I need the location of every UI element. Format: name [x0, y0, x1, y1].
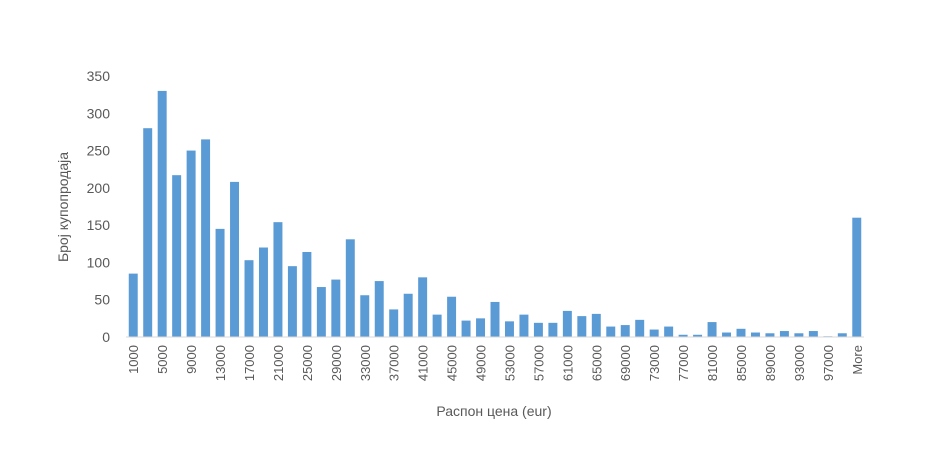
x-tick-label: 1000	[126, 345, 141, 374]
bar-77000	[678, 334, 688, 337]
x-tick-label: 5000	[155, 345, 170, 374]
x-tick-label: 93000	[792, 345, 807, 381]
bar-39000	[403, 293, 413, 337]
bars	[128, 90, 862, 338]
bar-67000	[606, 326, 616, 337]
x-tick-label: 45000	[445, 345, 460, 381]
y-tick-label: 150	[87, 217, 111, 233]
x-axis: 1000 5000 9000 13000 17000 21000 25000 29000 330…	[126, 345, 865, 381]
x-tick-label: 73000	[647, 345, 662, 381]
y-tick-label: 350	[87, 68, 111, 84]
y-tick-label: 50	[94, 292, 110, 308]
bar-85000	[736, 328, 746, 337]
x-tick-label: 81000	[705, 345, 720, 381]
bar-47000	[461, 320, 471, 337]
y-tick-label: 250	[87, 143, 111, 159]
bar-93000	[794, 333, 804, 337]
y-tick-label: 100	[87, 254, 111, 270]
x-tick-label: 97000	[821, 345, 836, 381]
x-tick-label: 17000	[242, 345, 257, 381]
bar-31000	[345, 239, 355, 337]
x-tick-label: 41000	[416, 345, 431, 381]
bar-15000	[230, 181, 240, 337]
bar-37000	[389, 309, 399, 337]
bar-79000	[693, 334, 703, 337]
bar-89000	[765, 333, 775, 337]
bar-43000	[432, 314, 442, 337]
bar-73000	[649, 329, 659, 337]
bar-55000	[519, 314, 529, 337]
bar-57000	[533, 322, 543, 337]
x-tick-label: 37000	[387, 345, 402, 381]
x-tick-label: 21000	[271, 345, 286, 381]
bar-7000	[172, 175, 182, 337]
bar-41000	[418, 277, 428, 337]
bar-35000	[374, 281, 384, 337]
bar-11000	[201, 139, 211, 337]
bar-49000	[476, 318, 486, 337]
x-tick-label: 29000	[329, 345, 344, 381]
bar-95000	[808, 331, 818, 337]
x-tick-label: 33000	[358, 345, 373, 381]
bar-1000	[128, 273, 138, 337]
x-tick-label: 13000	[213, 345, 228, 381]
bar-33000	[360, 295, 370, 337]
bar-5000	[157, 90, 167, 338]
bar-61000	[562, 310, 572, 337]
bar-23000	[287, 266, 297, 337]
bar-83000	[722, 332, 732, 337]
bar-19000	[258, 247, 268, 337]
bar-3000	[143, 128, 153, 337]
bar-25000	[302, 251, 312, 337]
bar-59000	[548, 322, 558, 337]
bar-13000	[215, 228, 225, 337]
x-tick-label: 9000	[184, 345, 199, 374]
bar-63000	[577, 316, 587, 337]
x-tick-label: 53000	[502, 345, 517, 381]
x-tick-label: 25000	[300, 345, 315, 381]
x-tick-label: 61000	[560, 345, 575, 381]
y-axis-title: Број купопродаја	[55, 152, 71, 262]
bar-45000	[447, 296, 457, 337]
x-tick-label: 89000	[763, 345, 778, 381]
y-tick-label: 200	[87, 180, 111, 196]
bar-17000	[244, 260, 254, 337]
bar-65000	[591, 313, 601, 337]
y-tick-label: 0	[102, 329, 110, 345]
bar-99000	[837, 333, 847, 337]
bar-81000	[707, 322, 717, 337]
bar-27000	[316, 287, 326, 337]
bar-51000	[490, 301, 500, 337]
bar-53000	[504, 321, 514, 337]
bar-21000	[273, 222, 283, 337]
x-tick-label: 49000	[474, 345, 489, 381]
bar-91000	[779, 331, 789, 337]
x-tick-label: 85000	[734, 345, 749, 381]
x-tick-label: 65000	[589, 345, 604, 381]
x-tick-label: 57000	[531, 345, 546, 381]
x-tick-label: 77000	[676, 345, 691, 381]
bar-71000	[635, 319, 645, 337]
bar-87000	[750, 332, 760, 337]
bar-75000	[664, 326, 674, 337]
bar-More	[852, 217, 862, 337]
x-tick-label: More	[850, 345, 865, 375]
y-tick-label: 300	[87, 105, 111, 121]
bar-29000	[331, 279, 341, 337]
y-axis: 0 50 100 150 200 250 300 350	[87, 68, 111, 345]
bar-69000	[620, 325, 630, 337]
x-axis-title: Распон цена (eur)	[436, 403, 551, 419]
bar-9000	[186, 150, 196, 337]
x-tick-label: 69000	[618, 345, 633, 381]
